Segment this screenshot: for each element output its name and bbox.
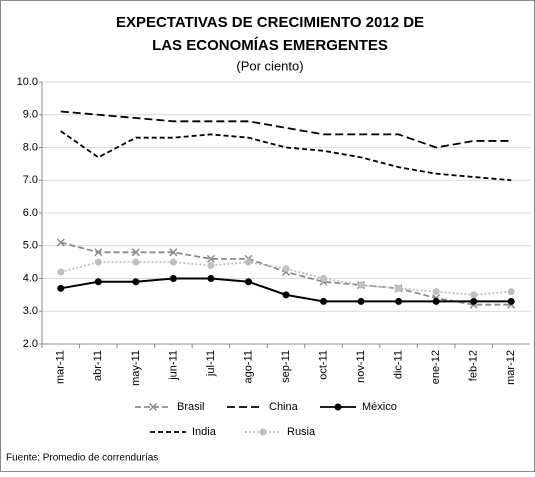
data-point	[470, 297, 478, 305]
data-point	[132, 258, 140, 266]
data-point	[244, 278, 252, 286]
data-point	[432, 288, 440, 296]
y-tick-label: 6.0	[23, 207, 38, 219]
y-tick-label: 2.0	[23, 338, 38, 350]
data-point	[94, 248, 103, 257]
data-point	[169, 258, 177, 266]
legend-label: Rusia	[287, 426, 316, 438]
series-line	[60, 110, 512, 149]
chart-title: LAS ECONOMÍAS EMERGENTES	[152, 37, 388, 54]
x-tick-label: nov-11	[355, 350, 367, 383]
x-tick-label: mar-12	[505, 350, 517, 385]
data-point	[131, 248, 140, 257]
chart-title: EXPECTATIVAS DE CRECIMIENTO 2012 DE	[116, 14, 424, 31]
data-point	[357, 297, 365, 305]
data-point	[94, 278, 102, 286]
x-tick-label: jul-11	[205, 350, 217, 377]
x-tick-label: dic-11	[393, 350, 405, 379]
series-line	[60, 130, 512, 182]
legend-label: China	[269, 401, 299, 413]
y-tick-label: 10.0	[17, 76, 38, 88]
x-tick-label: sep-11	[280, 350, 292, 383]
data-point	[244, 258, 252, 266]
data-point	[320, 275, 328, 282]
legend-label: India	[192, 426, 217, 438]
x-tick-label: ago-11	[242, 350, 254, 383]
x-tick-label: abr-11	[92, 350, 104, 381]
legend-marker	[148, 402, 158, 412]
data-point	[169, 275, 177, 282]
chart-subtitle: (Por ciento)	[236, 58, 303, 73]
data-point	[206, 254, 215, 263]
y-tick-label: 9.0	[23, 109, 38, 121]
legend-label: Brasil	[177, 401, 205, 413]
data-point	[132, 278, 140, 286]
data-point	[507, 288, 515, 296]
x-tick-label: feb-12	[468, 350, 480, 381]
data-point	[395, 297, 403, 305]
legend-label: México	[362, 401, 397, 413]
data-point	[57, 268, 65, 276]
y-tick-label: 8.0	[23, 141, 38, 153]
data-point	[320, 297, 328, 305]
legend-marker	[259, 428, 267, 436]
data-point	[207, 261, 215, 269]
source-note: Fuente: Promedio de correndurías	[6, 453, 158, 464]
x-tick-label: oct-11	[317, 350, 329, 380]
data-point	[432, 297, 440, 305]
y-tick-label: 5.0	[23, 240, 38, 252]
data-point	[357, 281, 365, 289]
data-point	[282, 265, 290, 273]
y-tick-label: 3.0	[23, 305, 38, 317]
data-point	[56, 238, 65, 247]
data-point	[94, 258, 102, 266]
data-point	[507, 297, 515, 305]
data-point	[207, 275, 215, 282]
data-point	[470, 291, 478, 299]
data-point	[169, 248, 178, 257]
x-tick-label: mar-11	[55, 350, 67, 384]
y-tick-label: 4.0	[23, 272, 38, 284]
x-tick-label: may-11	[130, 350, 142, 386]
x-tick-label: jun-11	[167, 350, 179, 381]
legend-marker	[334, 403, 342, 411]
data-point	[395, 284, 403, 292]
x-tick-label: ene-12	[430, 350, 442, 384]
y-tick-label: 7.0	[23, 174, 38, 186]
data-point	[57, 284, 65, 292]
data-point	[282, 291, 290, 299]
